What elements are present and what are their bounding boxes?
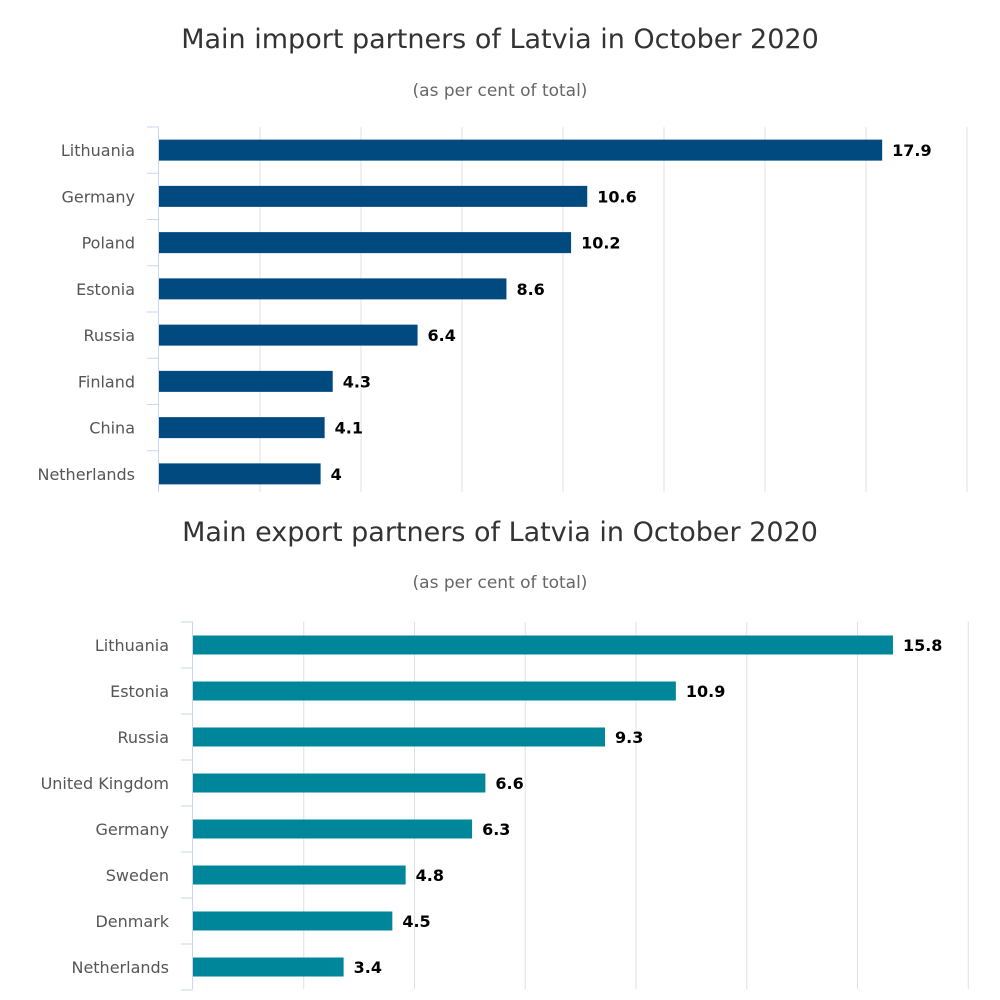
data-label: 10.9 <box>686 682 725 701</box>
data-label: 8.6 <box>516 280 544 299</box>
data-label: 6.4 <box>428 326 456 345</box>
bar[interactable] <box>159 278 507 300</box>
bar[interactable] <box>159 324 418 346</box>
category-label: Germany <box>61 187 135 206</box>
export-chart-plot: Lithuania 15.8 Estonia 10.9 Russia 9.3 United … <box>41 621 969 991</box>
import-chart: Main import partners of Latvia in Octobe… <box>0 0 1000 495</box>
bar[interactable] <box>159 232 572 254</box>
category-label: Netherlands <box>71 958 169 977</box>
category-label: Estonia <box>76 280 135 299</box>
category-label: Netherlands <box>37 465 135 484</box>
category-label: Finland <box>78 372 135 391</box>
bar[interactable] <box>193 819 473 839</box>
category-label: Denmark <box>95 912 169 931</box>
data-label: 10.2 <box>581 234 620 253</box>
category-label: Sweden <box>106 866 169 885</box>
category-label: Lithuania <box>61 141 135 160</box>
import-chart-plot: Lithuania 17.9 Germany 10.6 Poland 10.2 Estoni… <box>37 126 968 492</box>
export-chart: Main export partners of Latvia in Octobe… <box>0 495 1000 1000</box>
export-chart-subtitle: (as per cent of total) <box>412 573 588 593</box>
data-label: 3.4 <box>354 958 382 977</box>
export-chart-title: Main export partners of Latvia in Octobe… <box>182 517 818 548</box>
category-label: Lithuania <box>95 636 169 655</box>
bar[interactable] <box>193 911 393 931</box>
data-label: 10.6 <box>597 187 636 206</box>
bar[interactable] <box>193 727 605 747</box>
category-label: Estonia <box>110 682 169 701</box>
data-label: 17.9 <box>892 141 931 160</box>
bar[interactable] <box>193 681 676 701</box>
bar[interactable] <box>193 865 406 885</box>
bar[interactable] <box>159 417 325 439</box>
data-label: 4.5 <box>402 912 430 931</box>
bar[interactable] <box>159 463 321 485</box>
category-label: Poland <box>82 234 135 253</box>
category-label: China <box>89 419 135 438</box>
data-label: 4.8 <box>416 866 444 885</box>
bar[interactable] <box>193 773 486 793</box>
data-label: 9.3 <box>615 728 643 747</box>
category-label: Russia <box>84 326 135 345</box>
import-chart-subtitle: (as per cent of total) <box>412 81 588 101</box>
data-label: 4.3 <box>343 372 371 391</box>
data-label: 15.8 <box>903 636 942 655</box>
data-label: 6.3 <box>482 820 510 839</box>
bar[interactable] <box>159 370 333 392</box>
data-label: 4.1 <box>335 419 363 438</box>
data-label: 4 <box>331 465 342 484</box>
bar[interactable] <box>159 185 588 207</box>
bar[interactable] <box>159 139 883 161</box>
bar[interactable] <box>193 957 344 977</box>
category-label: Germany <box>95 820 169 839</box>
import-chart-title: Main import partners of Latvia in Octobe… <box>181 24 819 55</box>
bar[interactable] <box>193 635 893 655</box>
category-label: United Kingdom <box>41 774 169 793</box>
data-label: 6.6 <box>495 774 523 793</box>
category-label: Russia <box>118 728 169 747</box>
